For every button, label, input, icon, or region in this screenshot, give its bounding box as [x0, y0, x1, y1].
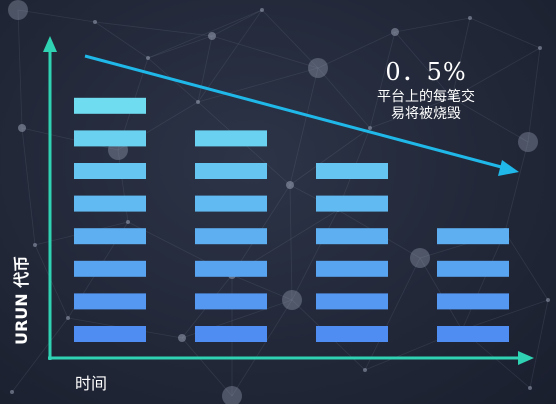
token-block — [437, 228, 509, 245]
token-block — [316, 163, 388, 179]
token-block — [316, 260, 388, 277]
token-block — [74, 260, 146, 277]
token-block — [195, 293, 267, 310]
token-block — [74, 293, 146, 310]
token-block — [74, 326, 146, 342]
token-block — [437, 293, 509, 310]
burn-text-line-1: 平台上的每笔交 — [377, 89, 475, 105]
token-block — [316, 326, 388, 342]
burn-percent: 0．5% — [385, 58, 467, 86]
token-block — [437, 260, 509, 277]
token-block — [195, 163, 267, 179]
network-nodes — [8, 0, 550, 404]
burn-text-line-2: 易将被烧毁 — [391, 106, 461, 122]
token-block — [74, 130, 146, 147]
token-block — [316, 195, 388, 212]
token-block — [195, 195, 267, 212]
network-lines — [11, 9, 549, 397]
token-block — [195, 130, 267, 147]
token-block — [74, 163, 146, 179]
token-block — [437, 326, 509, 342]
token-blocks — [74, 97, 509, 342]
token-block — [195, 228, 267, 245]
token-block — [74, 97, 146, 114]
token-block — [195, 260, 267, 277]
x-axis-label: 时间 — [75, 374, 108, 393]
y-axis-arrowhead — [43, 36, 57, 52]
token-block — [195, 326, 267, 342]
y-axis-label: URUN 代币 — [12, 255, 31, 345]
trend-arrow-line — [84, 54, 506, 170]
x-axis-arrowhead — [518, 351, 534, 365]
trend-arrow-head — [498, 160, 519, 176]
token-block — [74, 228, 146, 245]
token-block — [74, 195, 146, 212]
token-block — [316, 293, 388, 310]
token-block — [316, 228, 388, 245]
